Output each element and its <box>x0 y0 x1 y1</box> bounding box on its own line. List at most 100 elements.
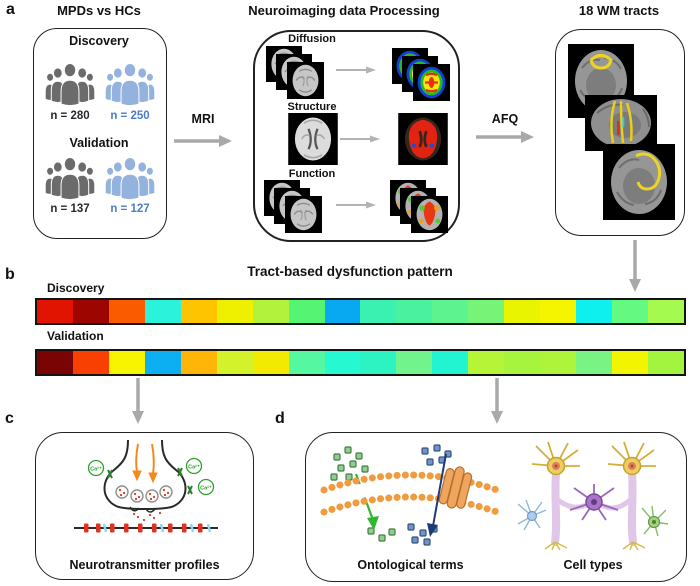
mpd-discovery-count: n = 280 <box>50 110 90 122</box>
function-label: Function <box>288 168 336 180</box>
panel-c-label: c <box>5 410 14 427</box>
transport-arrow-navy <box>427 453 447 537</box>
tract-heatmap-cell <box>540 351 577 374</box>
tract-heatmap-cell <box>180 300 217 323</box>
interneuron-purple <box>569 484 619 521</box>
green-molecules <box>330 446 396 542</box>
cell-types-illustration <box>517 441 669 551</box>
structure-raw-scan <box>288 113 338 165</box>
tract-heatmap-cell <box>504 300 541 323</box>
ca-label-3: Ca²⁺ <box>200 485 212 492</box>
release-sites <box>129 506 156 513</box>
transporter-marks <box>102 523 212 533</box>
tract-heatmap-cell <box>144 351 181 374</box>
tract-heatmap-cell <box>612 351 648 374</box>
afq-label: AFQ <box>491 112 519 126</box>
cohort-box <box>33 28 167 239</box>
validation-strip-label: Validation <box>47 329 104 343</box>
tract-heatmap-cell <box>612 300 648 323</box>
input-arrows-orange <box>132 443 158 484</box>
pyramidal-neuron-left <box>531 441 580 476</box>
synaptic-vesicles <box>115 485 173 503</box>
ontological-terms-caption: Ontological terms <box>357 558 464 572</box>
function-process-arrow-icon <box>336 201 376 209</box>
cohort-title: MPDs vs HCs <box>57 3 141 18</box>
vesicle-neurotransmitter-dots <box>118 488 170 501</box>
structure-processed-scan <box>398 113 448 165</box>
tract-heatmap-cell <box>252 351 289 374</box>
mri-label: MRI <box>191 112 215 126</box>
panel-a-label: a <box>6 1 15 18</box>
panel-b-label: b <box>5 266 15 283</box>
discovery-heatmap-strip <box>35 298 686 325</box>
mpd-validation-count: n = 137 <box>50 203 90 215</box>
tract-heatmap-cell <box>108 300 145 323</box>
pattern-to-d-arrow-icon <box>491 378 503 424</box>
membrane-core <box>321 479 500 508</box>
tract-heatmap-cell <box>432 300 469 323</box>
tract-heatmap-cell <box>324 300 361 323</box>
tract-heatmap-cell <box>37 351 73 374</box>
inner-leaflet-heads <box>320 493 501 516</box>
hc-discovery-group-icon <box>104 62 156 106</box>
validation-heatmap-strip <box>35 349 686 376</box>
tract-heatmap-cell <box>576 300 612 323</box>
astrocyte-blue <box>517 499 547 531</box>
diffusion-processed-scan-stack <box>392 48 450 101</box>
tract-heatmap-cell <box>576 351 612 374</box>
tract-heatmap-cell <box>216 351 253 374</box>
pattern-to-c-arrow-icon <box>132 378 144 424</box>
synapse-illustration: Ca²⁺ Ca²⁺ Ca²⁺ <box>74 440 218 533</box>
axon-terminal-outline <box>103 440 187 510</box>
tract-heatmap-cell <box>360 351 397 374</box>
tracts-title: 18 WM tracts <box>578 3 660 18</box>
mpd-discovery-group-icon <box>44 62 96 106</box>
tract-heatmap-cell <box>504 351 541 374</box>
panel-d-label: d <box>275 410 285 427</box>
released-neurotransmitter-dots <box>132 511 162 522</box>
tract-image-2 <box>585 95 657 151</box>
afq-arrow-icon <box>476 131 534 143</box>
tract-heatmap-cell <box>180 351 217 374</box>
tract-heatmap-cell <box>647 351 684 374</box>
membrane-illustration <box>320 444 501 546</box>
tract-heatmap-cell <box>37 300 73 323</box>
discovery-strip-label: Discovery <box>47 281 105 295</box>
pattern-title: Tract-based dysfunction pattern <box>247 264 453 279</box>
calcium-channels <box>107 467 193 495</box>
neurotransmitter-caption: Neurotransmitter profiles <box>69 558 220 572</box>
hc-validation-group-icon <box>104 156 156 200</box>
tract-heatmap-cell <box>108 351 145 374</box>
tract-heatmap-cell <box>216 300 253 323</box>
structure-process-arrow-icon <box>340 135 380 143</box>
tract-heatmap-cell <box>144 300 181 323</box>
processing-title: Neuroimaging data Processing <box>248 3 440 18</box>
tracts-to-pattern-arrow-icon <box>629 240 641 292</box>
tract-heatmap-cell <box>288 300 325 323</box>
tract-heatmap-cell <box>396 300 433 323</box>
cell-types-caption: Cell types <box>563 558 623 572</box>
tract-heatmap-cell <box>432 351 469 374</box>
tract-heatmap-cell <box>72 351 109 374</box>
structure-label: Structure <box>287 101 337 113</box>
calcium-ions: Ca²⁺ Ca²⁺ Ca²⁺ <box>87 457 215 496</box>
diffusion-raw-scan-stack <box>266 46 324 99</box>
tract-heatmap-cell <box>360 300 397 323</box>
tract-heatmap-cell <box>540 300 577 323</box>
tract-heatmap-cell <box>288 351 325 374</box>
tract-image-1 <box>568 44 634 118</box>
mri-arrow-icon <box>174 135 232 147</box>
function-raw-scan-stack <box>264 180 322 233</box>
postsynaptic-receptors <box>84 523 203 533</box>
tract-image-3 <box>603 144 675 220</box>
tract-heatmap-cell <box>468 300 505 323</box>
pyramidal-neuron-right <box>607 441 656 476</box>
tract-heatmap-cell <box>252 300 289 323</box>
diffusion-process-arrow-icon <box>336 66 376 74</box>
ca-label-1: Ca²⁺ <box>90 466 102 473</box>
ca-label-2: Ca²⁺ <box>188 464 200 471</box>
outer-leaflet-heads <box>320 471 501 494</box>
trunk-end-feet <box>544 541 646 551</box>
tract-heatmap-cell <box>72 300 109 323</box>
